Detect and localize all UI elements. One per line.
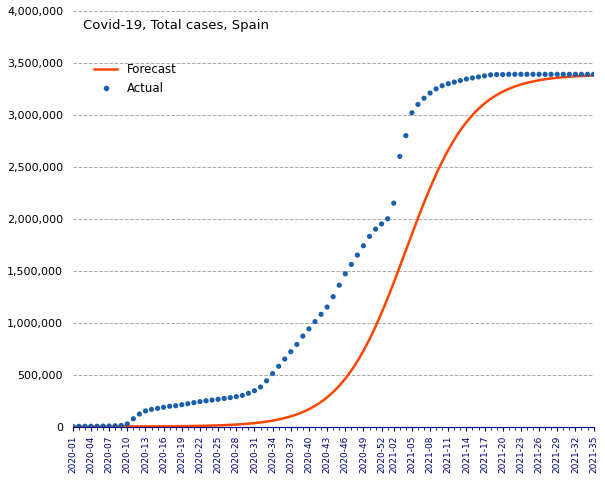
Actual (238, 392, 247, 399)
Actual (152, 405, 162, 412)
Forecast (69, 424, 76, 430)
Actual (389, 199, 399, 207)
Actual (401, 132, 411, 140)
Actual (298, 332, 308, 340)
Actual (425, 89, 435, 97)
Actual (552, 71, 562, 78)
Actual (280, 355, 290, 363)
Actual (214, 396, 223, 403)
Actual (140, 407, 150, 415)
Actual (80, 422, 90, 430)
Actual (104, 422, 114, 430)
Actual (504, 71, 514, 78)
Forecast (427, 184, 434, 190)
Legend: Forecast, Actual: Forecast, Actual (89, 59, 182, 100)
Actual (450, 78, 459, 86)
Actual (268, 370, 278, 377)
Actual (171, 402, 180, 409)
Actual (183, 400, 192, 408)
Actual (110, 422, 120, 430)
Forecast (476, 106, 483, 111)
Actual (468, 74, 477, 82)
Actual (571, 71, 580, 78)
Actual (116, 421, 126, 429)
Actual (189, 399, 198, 407)
Forecast (298, 409, 306, 415)
Line: Forecast: Forecast (73, 75, 594, 427)
Actual (577, 71, 586, 78)
Actual (583, 71, 592, 78)
Forecast (485, 98, 492, 104)
Actual (431, 85, 441, 93)
Actual (395, 153, 405, 160)
Actual (250, 387, 260, 395)
Actual (177, 401, 186, 408)
Actual (226, 394, 235, 401)
Actual (220, 395, 229, 402)
Actual (365, 232, 374, 240)
Text: Covid-19, Total cases, Spain: Covid-19, Total cases, Spain (83, 19, 269, 32)
Actual (98, 422, 108, 430)
Actual (480, 72, 489, 80)
Actual (498, 71, 508, 78)
Actual (353, 251, 362, 259)
Actual (492, 71, 502, 78)
Actual (128, 415, 138, 422)
Actual (165, 402, 174, 410)
Forecast (122, 423, 129, 429)
Actual (322, 303, 332, 311)
Actual (407, 109, 417, 117)
Actual (92, 422, 102, 430)
Actual (244, 389, 253, 397)
Actual (159, 404, 168, 411)
Actual (134, 410, 144, 418)
Actual (335, 281, 344, 289)
Actual (68, 422, 77, 430)
Actual (122, 420, 132, 428)
Actual (413, 101, 423, 108)
Actual (286, 348, 296, 356)
Actual (359, 242, 368, 250)
Actual (310, 318, 320, 325)
Actual (208, 396, 217, 404)
Actual (371, 225, 381, 233)
Actual (540, 71, 550, 78)
Actual (201, 397, 211, 405)
Actual (534, 71, 544, 78)
Actual (474, 73, 483, 81)
Actual (564, 71, 574, 78)
Actual (232, 393, 241, 400)
Actual (347, 261, 356, 268)
Actual (516, 71, 526, 78)
Actual (304, 325, 314, 333)
Actual (589, 71, 598, 78)
Actual (262, 377, 272, 384)
Actual (383, 215, 393, 223)
Actual (456, 77, 465, 84)
Forecast (280, 416, 287, 421)
Actual (522, 71, 532, 78)
Forecast (590, 72, 597, 78)
Actual (462, 75, 471, 83)
Actual (443, 80, 453, 87)
Actual (528, 71, 538, 78)
Actual (292, 341, 302, 348)
Actual (195, 398, 205, 406)
Actual (74, 422, 83, 430)
Actual (329, 293, 338, 300)
Actual (437, 82, 447, 90)
Actual (558, 71, 568, 78)
Actual (546, 71, 556, 78)
Actual (274, 362, 284, 370)
Actual (316, 311, 326, 318)
Actual (341, 270, 350, 277)
Actual (419, 95, 429, 102)
Actual (486, 71, 495, 79)
Actual (86, 422, 96, 430)
Actual (256, 383, 266, 391)
Actual (510, 71, 520, 78)
Actual (146, 406, 156, 413)
Actual (377, 220, 387, 228)
